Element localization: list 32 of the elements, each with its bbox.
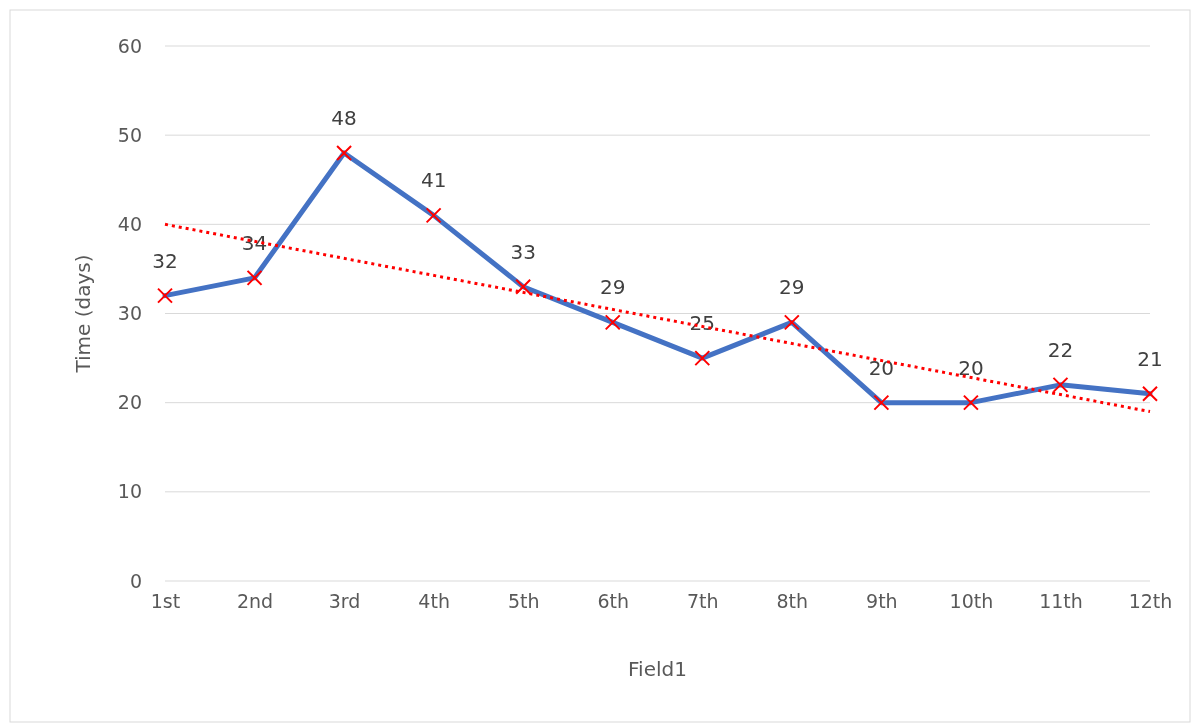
x-tick-label: 9th	[866, 590, 898, 613]
y-tick-label: 50	[117, 123, 142, 146]
data-label: 41	[420, 168, 447, 193]
data-label: 29	[779, 275, 805, 300]
x-tick-label: 3rd	[328, 590, 361, 613]
y-tick-label: 0	[129, 569, 142, 592]
x-tick-label: 12th	[1128, 590, 1173, 613]
x-tick-label: 2nd	[236, 590, 274, 613]
x-tick-label: 11th	[1039, 590, 1083, 613]
x-tick-label: 10th	[949, 590, 994, 613]
x-tick-label: 5th	[507, 590, 540, 613]
data-label: 34	[241, 230, 268, 255]
data-label: 29	[600, 275, 626, 300]
x-tick-label: 8th	[776, 590, 809, 613]
x-tick-label: 4th	[418, 590, 450, 613]
x-tick-label: 6th	[597, 590, 630, 613]
data-label: 22	[1047, 337, 1074, 362]
y-tick-label: 10	[117, 480, 142, 503]
x-axis-title: Field1	[628, 657, 687, 681]
data-label: 33	[510, 239, 536, 264]
y-axis-title: Time (days)	[71, 254, 95, 374]
x-tick-label: 1st	[150, 590, 181, 613]
data-label: 32	[152, 248, 178, 273]
x-tick-label: 7th	[686, 590, 719, 613]
data-label: 21	[1137, 346, 1163, 371]
y-tick-label: 20	[117, 391, 142, 414]
data-label: 20	[958, 355, 984, 380]
data-label: 20	[868, 355, 895, 380]
y-tick-label: 30	[117, 302, 142, 325]
y-tick-label: 40	[117, 212, 142, 235]
data-label: 48	[331, 106, 357, 130]
y-tick-label: 60	[117, 34, 142, 57]
